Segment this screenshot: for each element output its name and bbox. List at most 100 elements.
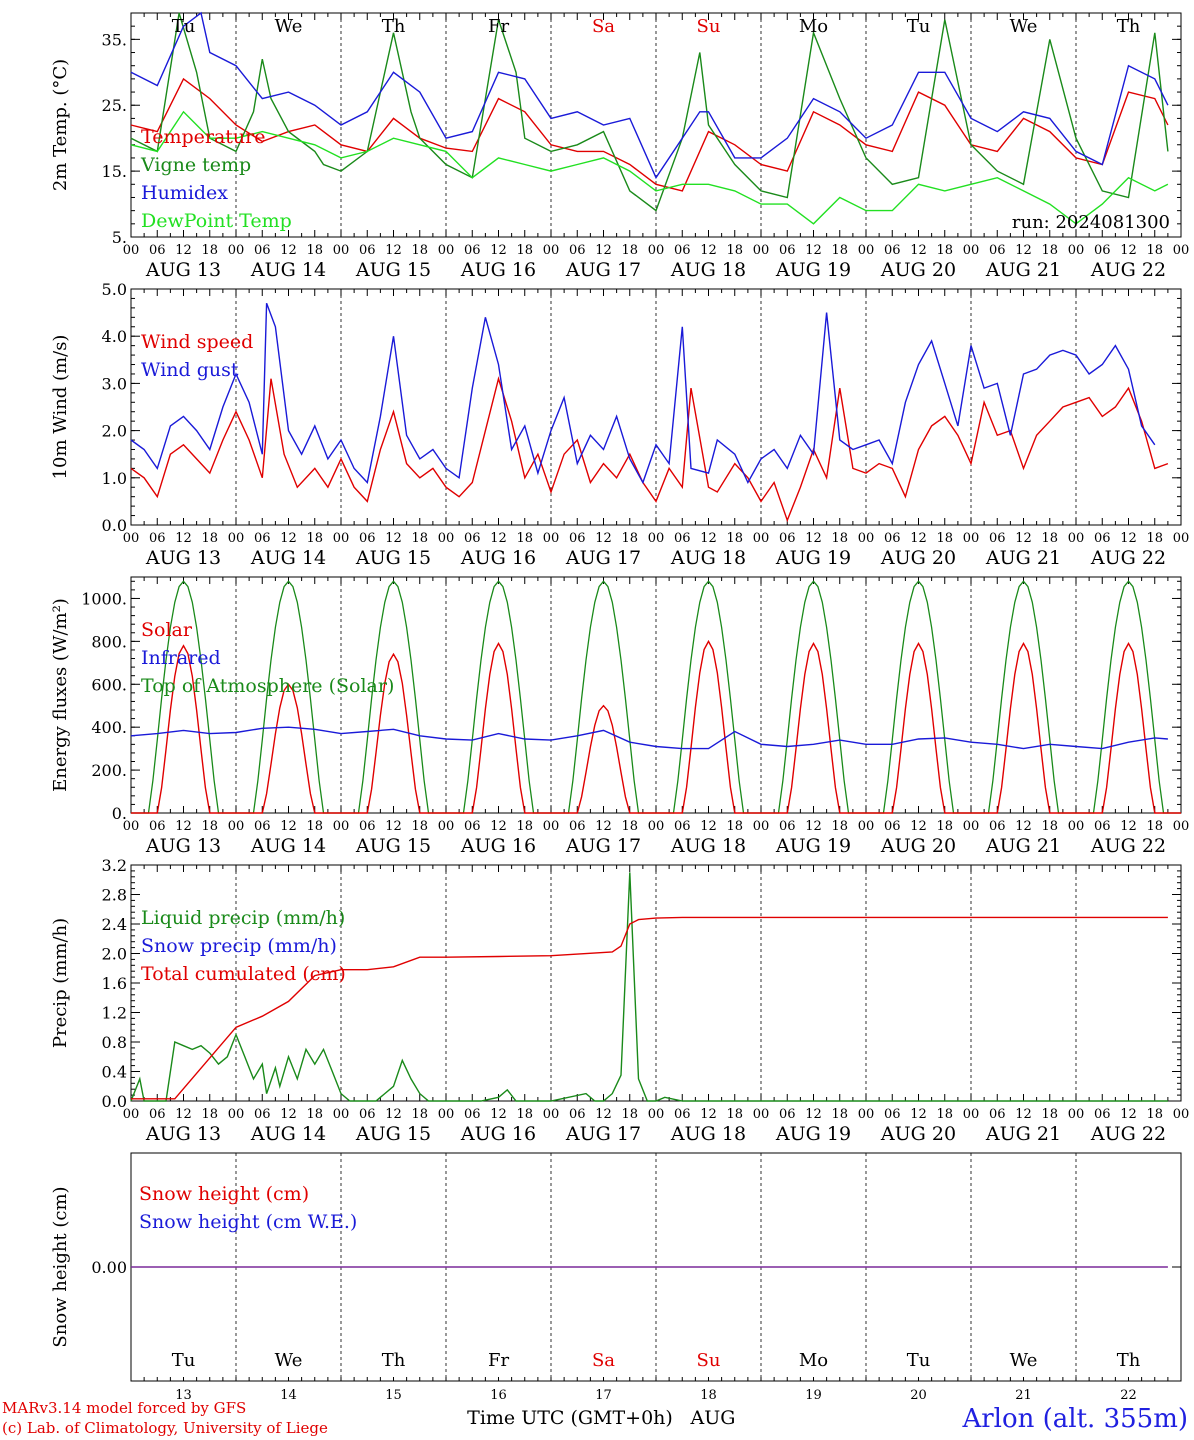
y-tick-label: 200. [91, 761, 127, 780]
hour-tick-label: 00 [963, 1107, 980, 1122]
hour-tick-label: 18 [1041, 1107, 1058, 1122]
hour-tick-label: 06 [1094, 531, 1111, 546]
hour-tick-label: 06 [569, 243, 586, 258]
hour-tick-label: 00 [753, 1107, 770, 1122]
weekday-label: Su [697, 16, 721, 37]
hour-tick-label: 12 [490, 1107, 507, 1122]
plot-frame [130, 12, 1182, 238]
day-number-label: 17 [595, 1388, 612, 1403]
hour-tick-label: 06 [1094, 243, 1111, 258]
date-label: AUG 21 [985, 835, 1061, 857]
hour-tick-label: 12 [1120, 819, 1137, 834]
hour-tick-label: 12 [805, 243, 822, 258]
series-vigne-temp [130, 12, 1169, 212]
hour-tick-label: 12 [1120, 1107, 1137, 1122]
hour-tick-label: 18 [621, 1107, 638, 1122]
hour-tick-label: 06 [359, 819, 376, 834]
weekday-label: Tu [172, 1350, 196, 1371]
hour-tick-label: 00 [963, 531, 980, 546]
hour-tick-label: 00 [858, 1107, 875, 1122]
date-label: AUG 22 [1090, 259, 1166, 281]
hour-tick-label: 18 [411, 819, 428, 834]
date-label: AUG 13 [145, 835, 221, 857]
date-label: AUG 16 [460, 1123, 536, 1145]
hour-tick-label: 18 [621, 819, 638, 834]
hour-tick-label: 12 [490, 531, 507, 546]
weekday-label: Fr [488, 16, 509, 37]
hour-tick-label: 00 [123, 243, 140, 258]
hour-tick-label: 18 [306, 1107, 323, 1122]
day-number-label: 22 [1120, 1388, 1137, 1403]
hour-tick-label: 00 [333, 531, 350, 546]
hour-tick-label: 12 [280, 819, 297, 834]
weekday-label: Tu [907, 1350, 931, 1371]
hour-tick-label: 06 [674, 531, 691, 546]
weekday-label: Tu [172, 16, 196, 37]
hour-tick-label: 12 [385, 531, 402, 546]
date-label: AUG 21 [985, 547, 1061, 569]
hour-tick-label: 00 [438, 243, 455, 258]
weekday-label: Mo [799, 1350, 828, 1371]
hour-tick-label: 00 [1173, 243, 1190, 258]
weekday-label: Su [697, 1350, 721, 1371]
date-label: AUG 13 [145, 259, 221, 281]
hour-tick-label: 12 [805, 531, 822, 546]
hour-tick-label: 18 [411, 1107, 428, 1122]
day-number-label: 18 [700, 1388, 717, 1403]
day-number-label: 15 [385, 1388, 402, 1403]
hour-tick-label: 06 [779, 243, 796, 258]
series-dewpoint-temp [130, 110, 1169, 225]
weekday-label: Sa [592, 1350, 615, 1371]
hour-tick-label: 00 [1068, 243, 1085, 258]
date-label: AUG 14 [250, 1123, 326, 1145]
hour-tick-label: 12 [1015, 1107, 1032, 1122]
hour-tick-label: 18 [306, 819, 323, 834]
date-label: AUG 20 [880, 547, 956, 569]
weekday-label: We [1010, 16, 1038, 37]
date-label: AUG 16 [460, 547, 536, 569]
hour-tick-label: 00 [333, 1107, 350, 1122]
series-solar [131, 639, 1181, 814]
hour-tick-label: 06 [884, 243, 901, 258]
day-number-label: 14 [280, 1388, 297, 1403]
credit-line-2: (c) Lab. of Climatology, University of L… [2, 1419, 328, 1437]
series-temperature [130, 77, 1169, 192]
hour-tick-label: 06 [989, 819, 1006, 834]
hour-tick-label: 18 [831, 243, 848, 258]
hour-tick-label: 12 [175, 531, 192, 546]
hour-tick-label: 18 [726, 819, 743, 834]
hour-tick-label: 18 [411, 243, 428, 258]
y-axis-title: Snow height (cm) [50, 1186, 71, 1347]
month-label: AUG [690, 1407, 736, 1429]
day-number-label: 19 [805, 1388, 822, 1403]
y-tick-label: 2.4 [102, 915, 127, 934]
hour-tick-label: 06 [884, 819, 901, 834]
date-label: AUG 20 [880, 259, 956, 281]
legend-item: Vigne temp [140, 154, 251, 176]
hour-tick-label: 06 [149, 531, 166, 546]
hour-tick-label: 00 [963, 819, 980, 834]
y-tick-label: 0.8 [102, 1033, 127, 1052]
hour-tick-label: 06 [674, 819, 691, 834]
hour-tick-label: 18 [411, 531, 428, 546]
hour-tick-label: 00 [753, 243, 770, 258]
date-label: AUG 17 [565, 1123, 641, 1145]
legend-item: Wind gust [141, 359, 239, 381]
date-label: AUG 19 [775, 1123, 851, 1145]
hour-tick-label: 06 [149, 819, 166, 834]
hour-tick-label: 00 [123, 531, 140, 546]
hour-tick-label: 18 [726, 1107, 743, 1122]
date-label: AUG 21 [985, 1123, 1061, 1145]
hour-tick-label: 06 [464, 1107, 481, 1122]
hour-tick-label: 00 [543, 243, 560, 258]
hour-tick-label: 12 [1120, 243, 1137, 258]
hour-tick-label: 18 [726, 243, 743, 258]
y-tick-label: 0. [112, 804, 127, 823]
y-tick-label: 3.2 [102, 856, 127, 875]
hour-tick-label: 18 [1146, 243, 1163, 258]
hour-tick-label: 00 [1173, 531, 1190, 546]
time-axis-title: Time UTC (GMT+0h) [467, 1407, 673, 1429]
legend-item: Solar [141, 619, 193, 641]
